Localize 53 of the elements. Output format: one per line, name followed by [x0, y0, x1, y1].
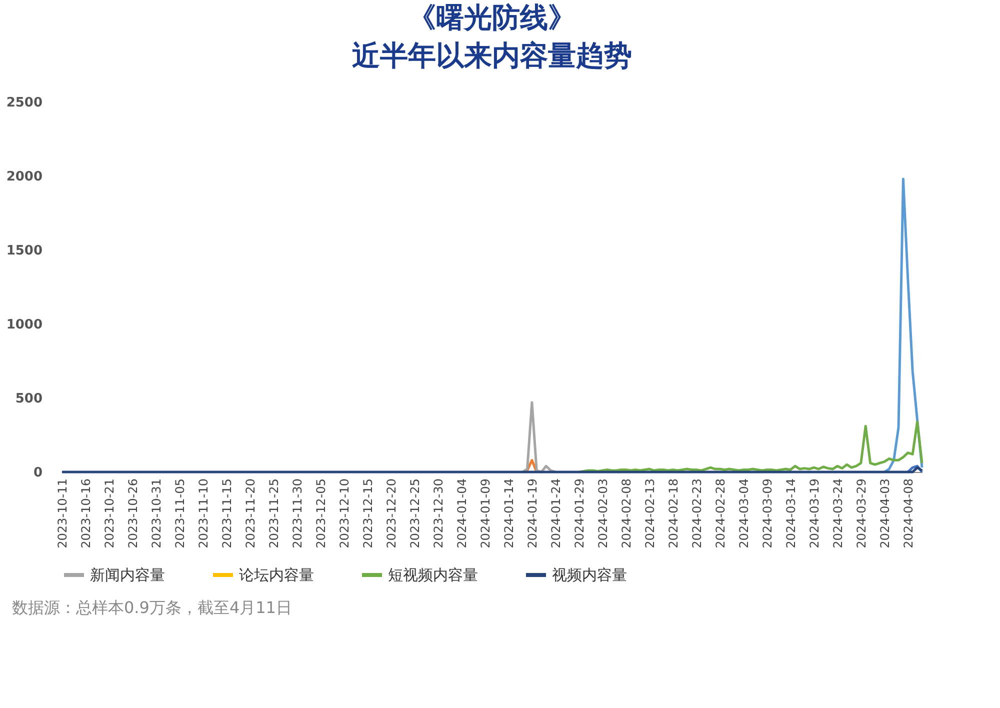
x-tick-label: 2024-02-18 — [666, 478, 680, 548]
legend-label: 新闻内容量 — [90, 566, 165, 584]
x-tick-label: 2024-02-23 — [690, 478, 704, 548]
x-tick-label: 2023-12-30 — [431, 478, 446, 548]
y-tick-label: 1000 — [6, 318, 42, 332]
x-tick-label: 2024-02-13 — [642, 478, 657, 548]
x-tick-label: 2023-12-10 — [337, 478, 352, 548]
x-tick-label: 2023-12-25 — [408, 478, 422, 548]
y-tick-label: 0 — [33, 466, 42, 480]
line-series — [578, 420, 924, 474]
x-tick-label: 2023-12-15 — [360, 478, 375, 548]
x-tick-label: 2024-01-24 — [548, 478, 563, 548]
x-tick-label: 2023-11-30 — [290, 478, 304, 548]
x-tick-label: 2024-03-19 — [807, 478, 822, 548]
x-tick-label: 2023-10-11 — [56, 478, 70, 548]
x-tick-label: 2023-11-10 — [196, 478, 210, 548]
x-tick-label: 2023-11-05 — [172, 478, 187, 548]
x-tick-label: 2023-10-31 — [149, 478, 164, 548]
x-tick-label: 2024-03-14 — [784, 478, 798, 548]
legend-label: 视频内容量 — [552, 566, 627, 584]
x-tick-label: 2023-11-25 — [266, 478, 281, 548]
line-series — [883, 178, 924, 474]
x-tick-label: 2024-04-03 — [878, 478, 892, 548]
y-tick-label: 500 — [15, 392, 42, 406]
x-tick-label: 2024-01-14 — [502, 478, 516, 548]
x-tick-label: 2024-03-24 — [830, 478, 845, 548]
x-tick-label: 2024-03-29 — [854, 478, 868, 548]
x-tick-label: 2024-01-29 — [572, 478, 586, 548]
x-tick-label: 2023-12-05 — [314, 478, 328, 548]
legend-label: 论坛内容量 — [239, 566, 314, 584]
x-tick-label: 2024-01-19 — [525, 478, 540, 548]
x-tick-label: 2024-02-28 — [713, 478, 728, 548]
y-tick-label: 2000 — [6, 170, 42, 184]
y-tick-label: 1500 — [6, 244, 42, 258]
x-tick-label: 2024-03-09 — [760, 478, 774, 548]
x-tick-label: 2023-11-15 — [220, 478, 234, 548]
x-tick-label: 2024-01-09 — [478, 478, 492, 548]
chart-subtitle: 近半年以来内容量趋势 — [352, 39, 632, 72]
x-tick-label: 2023-10-16 — [78, 478, 93, 548]
x-tick-label: 2023-12-20 — [384, 478, 398, 548]
legend-label: 短视频内容量 — [388, 566, 478, 584]
chart-title: 《曙光防线》 — [408, 1, 576, 34]
x-tick-label: 2024-04-08 — [901, 478, 916, 548]
y-tick-label: 2500 — [6, 96, 42, 110]
x-tick-label: 2024-02-03 — [596, 478, 610, 548]
x-tick-label: 2024-02-08 — [619, 478, 634, 548]
line-series — [521, 401, 557, 474]
x-tick-label: 2023-11-20 — [243, 478, 258, 548]
x-tick-label: 2024-01-04 — [454, 478, 469, 548]
x-tick-label: 2024-03-04 — [736, 478, 751, 548]
text: 数据源：总样本0.9万条，截至4月11日 — [12, 598, 292, 617]
x-tick-label: 2023-10-26 — [126, 478, 140, 548]
x-tick-label: 2023-10-21 — [102, 478, 116, 548]
